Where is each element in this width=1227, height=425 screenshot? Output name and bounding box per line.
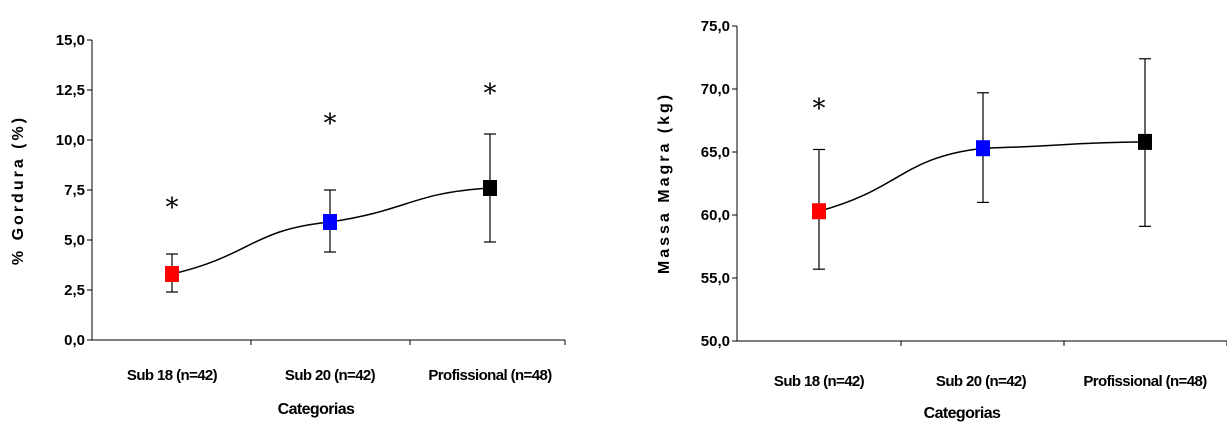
chart-gordura-data-point [165,266,179,282]
chart-gordura-significance-mark: * [324,109,337,139]
chart-gordura-y-tick-label: 0,0 [64,332,85,349]
chart-gordura-x-tick-label: Sub 20 (n=42) [285,367,376,384]
chart-gordura-y-tick-label: 5,0 [64,232,85,249]
chart-gordura-y-tick-label: 15,0 [56,32,85,49]
chart-gordura-y-label: % Gordura (%) [10,115,27,265]
chart-massa-magra-data-point [1138,133,1152,150]
chart-massa-magra-data-point [812,203,826,220]
chart-massa-magra-x-tick-label: Sub 20 (n=42) [936,373,1027,390]
chart-gordura-y-tick-label: 2,5 [64,282,85,299]
chart-gordura-y-ticks: 0,0 2,5 5,0 7,5 10,0 12,5 15,0 [56,32,92,349]
chart-gordura-data-point [323,214,337,230]
chart-massa-magra-error-bars [813,58,1151,270]
chart-gordura-significance-mark: * [484,79,497,109]
chart-massa-magra-annotations: * [813,94,826,124]
chart-massa-magra-significance-mark: * [813,94,826,124]
chart-gordura-x-tick-label: Profissional (n=48) [428,367,552,384]
chart-gordura-x-ticks: Sub 18 (n=42) Sub 20 (n=42) Profissional (… [127,340,566,384]
chart-massa-magra: 50,055,060,065,070,075,0 Sub 18 (n=42) Su… [656,18,1227,422]
chart-gordura-y-tick-label: 12,5 [56,82,85,99]
chart-massa-magra-y-ticks: 50,0 55,0 60,0 65,0 70,0 75,0 [701,18,737,350]
chart-gordura-y-tick-label: 10,0 [56,132,85,149]
chart-gordura: 0,02,55,07,510,012,515,0 Sub 18 (n=42) Su… [10,32,566,418]
chart-gordura-x-label: Categorias [278,401,355,418]
chart-massa-magra-y-tick-label: 60,0 [701,207,730,224]
chart-massa-magra-x-ticks: Sub 18 (n=42) Sub 20 (n=42) Profissional (… [774,341,1227,390]
chart-massa-magra-x-tick-label: Profissional (n=48) [1083,373,1207,390]
chart-gordura-error-bars [166,133,496,293]
chart-massa-magra-y-tick-label: 50,0 [701,333,730,350]
chart-gordura-series-line [171,187,491,275]
chart-massa-magra-x-label: Categorias [924,405,1001,422]
chart-massa-magra-y-label: Massa Magra (kg) [656,92,673,274]
chart-massa-magra-y-tick-label: 55,0 [701,270,730,287]
chart-massa-magra-markers [812,133,1152,220]
chart-gordura-annotations: * * * [166,79,497,223]
chart-gordura-x-tick-label: Sub 18 (n=42) [127,367,218,384]
chart-massa-magra-x-tick-label: Sub 18 (n=42) [774,373,865,390]
chart-massa-magra-y-tick-label: 70,0 [701,81,730,98]
chart-massa-magra-y-tick-label: 65,0 [701,144,730,161]
chart-massa-magra-y-tick-label: 75,0 [701,18,730,35]
chart-gordura-significance-mark: * [166,193,179,223]
chart-gordura-markers [165,180,497,282]
chart-massa-magra-data-point [976,140,990,157]
chart-gordura-data-point [483,180,497,196]
chart-gordura-y-tick-label: 7,5 [64,182,85,199]
